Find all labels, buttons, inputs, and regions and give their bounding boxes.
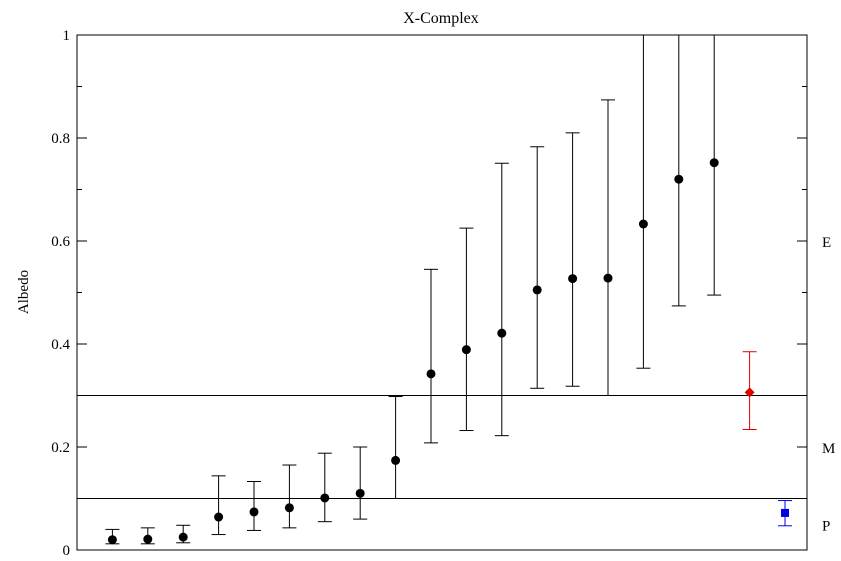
data-point [461, 345, 471, 355]
data-point [355, 488, 365, 498]
data-point [249, 507, 259, 517]
data-point [143, 534, 153, 544]
data-point [107, 535, 117, 545]
data-point-square [781, 508, 789, 517]
class-boundaries [77, 395, 807, 499]
data-point-diamond [744, 387, 755, 398]
y-tick-label: 0.4 [51, 337, 70, 353]
y-tick-label: 0.8 [51, 131, 70, 147]
data-point [532, 285, 542, 295]
data-point [497, 328, 507, 338]
data-point [426, 369, 436, 379]
data-point [603, 273, 613, 283]
data-points [105, 34, 792, 545]
data-point [214, 512, 224, 522]
data-point [568, 274, 578, 284]
data-point [674, 174, 684, 184]
y-axis: 0 0.2 0.4 0.6 0.8 1 [51, 28, 807, 559]
y-axis-label: Albedo [16, 270, 32, 314]
class-label-p: P [822, 518, 830, 534]
data-point [178, 532, 188, 542]
chart-title: X-Complex [403, 10, 479, 27]
y-tick-label: 1 [63, 28, 71, 44]
y-tick-label: 0.6 [51, 234, 70, 250]
data-point [709, 158, 719, 168]
class-label-e: E [822, 235, 831, 251]
data-point [320, 493, 330, 503]
y-tick-label: 0 [63, 543, 71, 559]
y-tick-label: 0.2 [51, 440, 70, 456]
class-label-m: M [822, 441, 835, 457]
data-point [638, 219, 648, 229]
data-point [391, 455, 401, 465]
class-labels: E M P [822, 235, 835, 534]
plot-frame [76, 34, 808, 551]
data-point [284, 503, 294, 513]
